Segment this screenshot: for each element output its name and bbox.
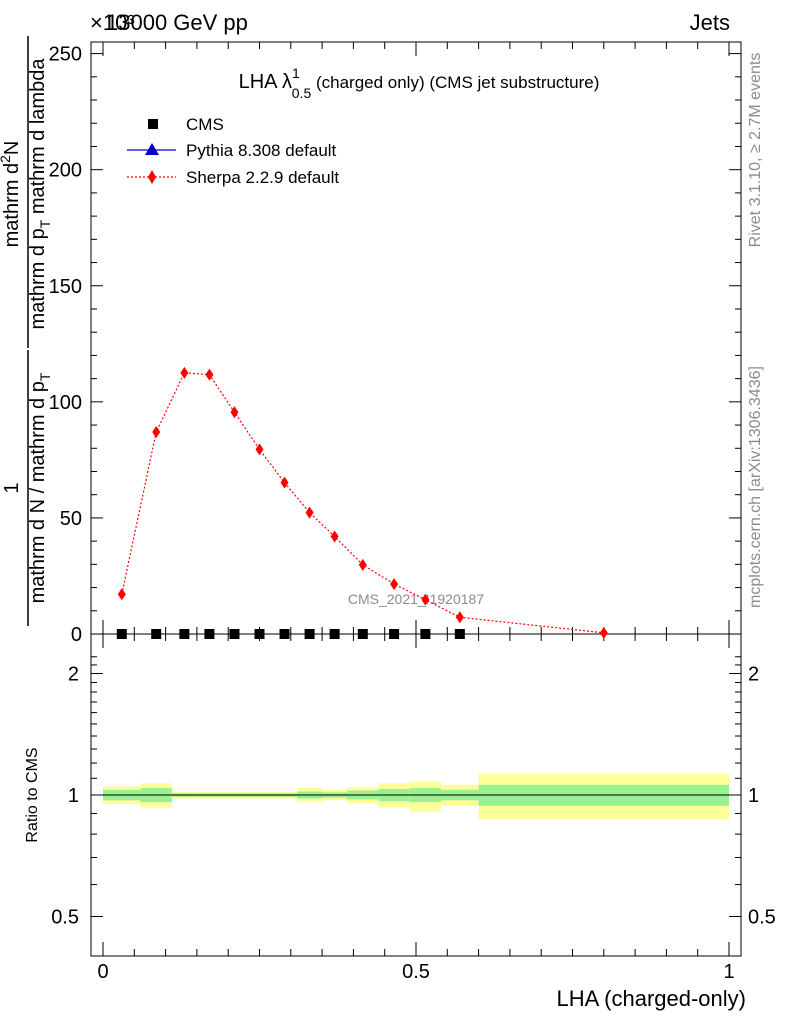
cms-data-point [179,629,190,639]
sherpa-data-point [280,476,289,489]
x-tick-label: 1 [723,961,734,983]
main-chart-title: LHA λ1 0.5 (charged only) (CMS jet substr… [239,65,600,101]
cms-data-point [420,629,431,639]
energy-label: 13000 GeV pp [106,10,248,35]
y-label-main: mathrm d N / mathrm d pT [27,372,53,603]
main-y-tick-label: 100 [49,392,82,414]
x-axis-label: LHA (charged-only) [556,986,746,1011]
sherpa-data-point [305,506,314,519]
ratio-y-tick-label-right: 0.5 [748,907,776,929]
data-layer [116,366,608,639]
cms-data-point [116,629,127,639]
main-y-tick-label: 250 [49,44,82,66]
cms-data-point [454,629,465,639]
axes-layer: 0 50 100 150 200 250 0 0.5 1 0.5 0.5 1 1 2 2 [49,42,776,983]
main-y-axis-label: 1 mathrm d N / mathrm d pT mathrm d2N ma… [0,36,53,626]
cms-data-point [254,629,265,639]
legend-cms-marker [148,119,158,129]
cms-data-point [304,629,315,639]
sherpa-data-point [255,443,264,456]
sherpa-data-point [358,558,367,571]
sherpa-data-point [230,406,239,419]
rivet-version-label: Rivet 3.1.10, ≥ 2.7M events [747,53,764,248]
cms-data-point [329,629,340,639]
y-axis-exponent-label: ×10³ [90,10,135,35]
ratio-y-tick-label: 1 [68,785,79,807]
sherpa-data-point [330,530,339,543]
cms-data-point [229,629,240,639]
cms-data-point [279,629,290,639]
main-y-tick-label: 50 [60,508,82,530]
ratio-layer [103,773,729,820]
sherpa-data-point [205,368,214,381]
x-tick-label: 0.5 [402,961,430,983]
ratio-y-tick-label-right: 1 [748,785,759,807]
legend-sherpa-marker [148,170,156,184]
cms-data-point [389,629,400,639]
cms-data-point [204,629,215,639]
ratio-y-tick-label: 0.5 [51,907,79,929]
sherpa-data-point [117,588,126,601]
sherpa-data-point [455,611,464,624]
sherpa-data-point [421,593,430,606]
sherpa-data-point [390,578,399,591]
main-y-tick-label: 150 [49,276,82,298]
analysis-watermark: CMS_2021_I1920187 [348,591,484,607]
ratio-y-tick-label: 2 [68,664,79,686]
main-y-tick-label: 200 [49,160,82,182]
y-label-numerator: mathrm d2N [0,141,23,248]
sherpa-data-point [599,626,608,639]
process-label: Jets [690,10,730,35]
cms-data-point [357,629,368,639]
main-y-tick-label: 0 [71,624,82,646]
ratio-y-axis-label: Ratio to CMS [24,747,41,842]
y-label-fraction-numerator: 1 [1,482,23,493]
ratio-y-tick-label-right: 2 [748,664,759,686]
legend-pythia-label: Pythia 8.308 default [186,141,337,160]
y-label-denominator: mathrm d pT mathrm d lambda [27,58,53,330]
sherpa-data-point [152,426,161,439]
cms-data-point [151,629,162,639]
x-tick-label: 0 [97,961,108,983]
legend: CMS Pythia 8.308 default Sherpa 2.2.9 de… [127,115,339,187]
mcplots-label: mcplots.cern.ch [arXiv:1306.3436] [747,366,764,608]
legend-cms-label: CMS [186,115,224,134]
legend-pythia-marker [145,143,159,155]
legend-sherpa-label: Sherpa 2.2.9 default [186,168,339,187]
sherpa-data-point [180,366,189,379]
